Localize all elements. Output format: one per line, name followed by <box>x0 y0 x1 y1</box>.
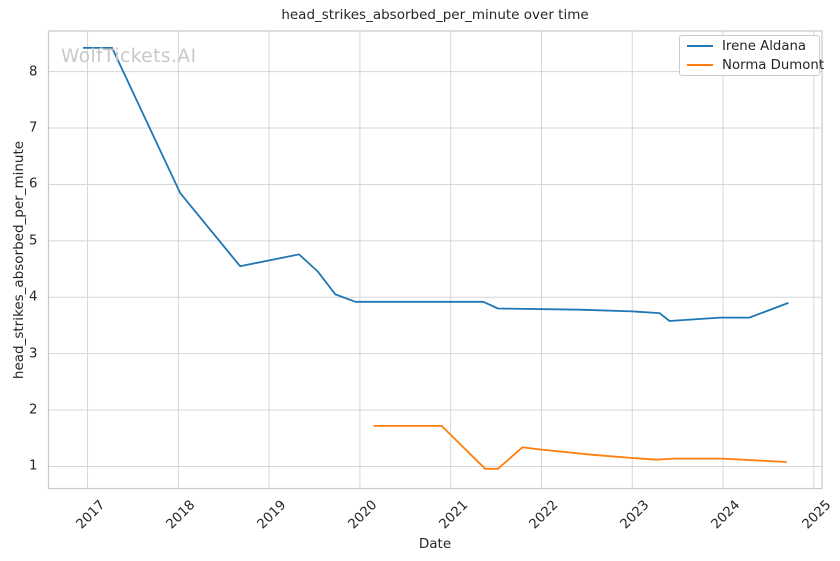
legend-label: Irene Aldana <box>722 38 807 54</box>
y-axis-label: head_strikes_absorbed_per_minute <box>11 140 27 380</box>
legend-item-norma-dumont: Norma Dumont <box>687 57 824 73</box>
chart-title: head_strikes_absorbed_per_minute over ti… <box>281 7 589 23</box>
legend-line-swatch-orange <box>687 63 713 67</box>
legend: Irene Aldana Norma Dumont <box>679 35 824 76</box>
legend-label: Norma Dumont <box>722 57 825 73</box>
x-axis-label: Date <box>418 536 452 552</box>
watermark: WolfTickets.AI <box>61 46 197 67</box>
series-line-irene-aldana <box>83 47 789 322</box>
plot-border <box>47 30 823 490</box>
series-line-norma-dumont <box>373 424 787 470</box>
legend-item-irene-aldana: Irene Aldana <box>687 38 813 54</box>
legend-line-swatch-blue <box>687 44 713 48</box>
